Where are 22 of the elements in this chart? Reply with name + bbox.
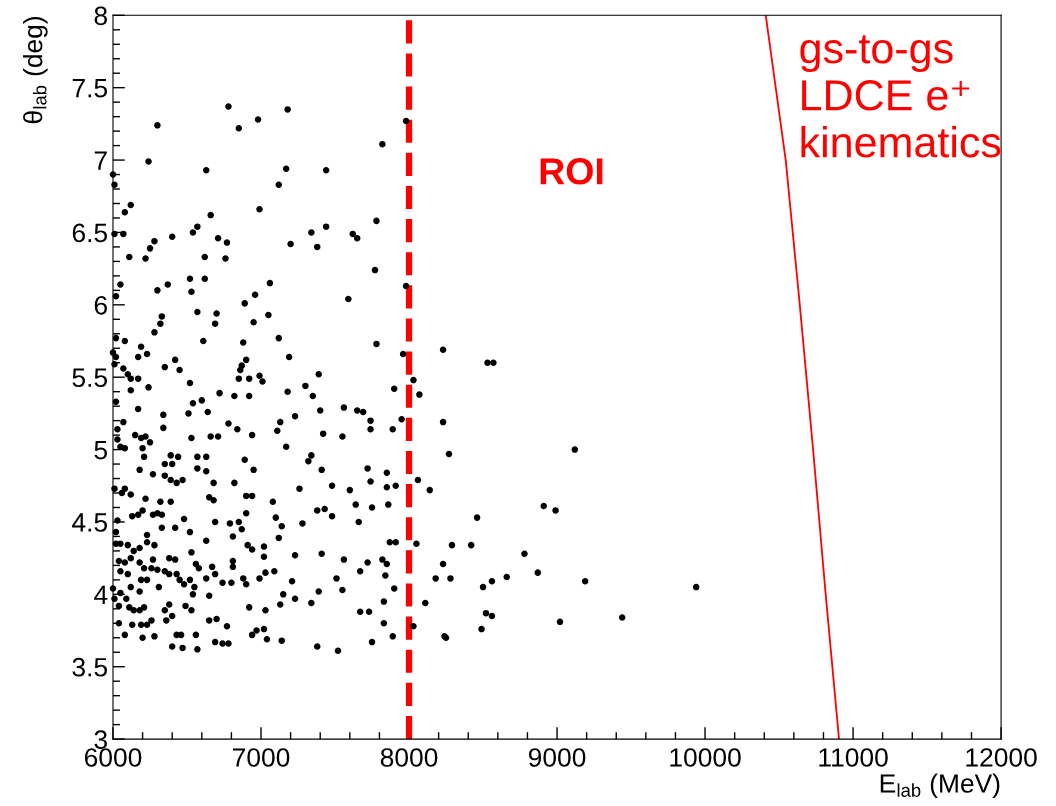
- x-tick-label: 8000: [380, 748, 438, 767]
- y-tick-label: 4: [94, 585, 108, 604]
- y-axis-title: θ$_{lab}$ (deg): [23, 17, 48, 124]
- y-tick-label: 6.5: [72, 223, 108, 243]
- ref-line-label: ROI: [540, 158, 603, 185]
- y-tick-label: 3: [94, 730, 107, 749]
- series-label: gs-to-gs LDCE e⁺ kinematics: [800, 35, 1001, 158]
- x-tick-label: 12000: [966, 748, 1037, 767]
- y-tick-label: 4.5: [72, 513, 108, 532]
- x-tick-label: 9000: [528, 748, 586, 767]
- y-tick-label: 7: [94, 151, 107, 170]
- x-tick-label: 10000: [670, 748, 741, 767]
- x-tick-label: 6000: [84, 748, 142, 767]
- y-tick-label: 5.5: [72, 368, 108, 388]
- x-tick-label: 11000: [819, 748, 888, 767]
- y-tick-label: 6: [94, 295, 107, 315]
- x-tick-label: 7000: [233, 748, 290, 767]
- y-tick-label: 5: [94, 440, 108, 460]
- x-axis-title: E$_{lab}$ (MeV): [880, 773, 1000, 799]
- y-tick-label: 7.5: [72, 79, 108, 98]
- y-tick-label: 8: [94, 6, 107, 26]
- y-tick-label: 3.5: [72, 657, 108, 677]
